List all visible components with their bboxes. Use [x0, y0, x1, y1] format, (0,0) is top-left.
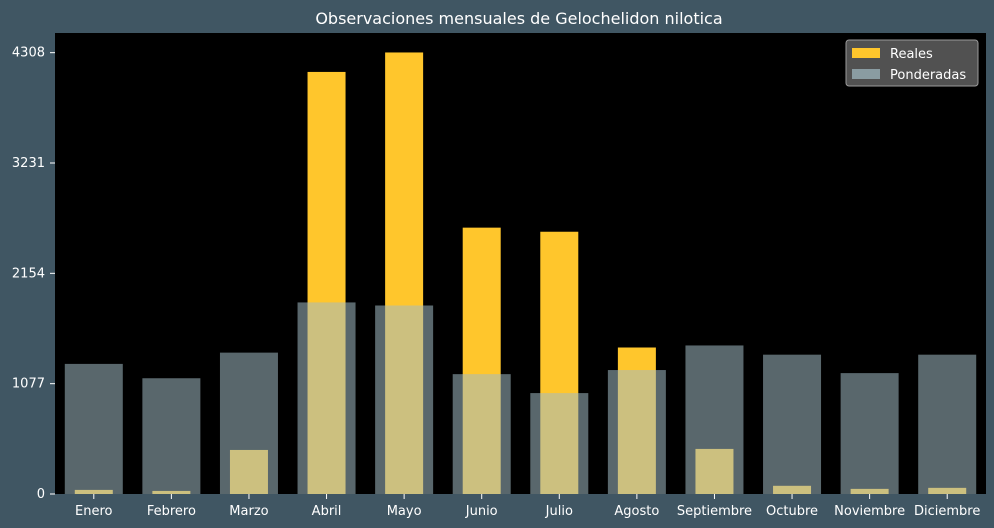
x-tick-label: Febrero	[147, 504, 196, 519]
bar-ponderadas	[219, 352, 278, 494]
legend-label: Ponderadas	[890, 68, 966, 83]
bar-ponderadas	[452, 374, 511, 494]
y-axis: 0 1077 2154 3231 4308	[12, 46, 55, 502]
x-tick-label: Enero	[75, 504, 113, 519]
x-tick-label: Abril	[312, 504, 342, 519]
plot-area	[55, 33, 986, 494]
x-tick-label: Julio	[545, 504, 573, 519]
y-tick-label: 3231	[12, 156, 45, 171]
legend-swatch	[852, 69, 880, 79]
x-tick-label: Octubre	[766, 504, 818, 519]
legend-label: Reales	[890, 47, 933, 62]
x-tick-label: Marzo	[229, 504, 268, 519]
legend: Reales Ponderadas	[845, 39, 979, 87]
x-tick-label: Agosto	[614, 504, 659, 519]
bar-ponderadas	[297, 302, 356, 494]
x-tick-label: Septiembre	[677, 504, 752, 519]
y-tick-label: 1077	[12, 377, 45, 392]
bar-ponderadas	[840, 373, 899, 494]
y-tick-label: 0	[37, 487, 45, 502]
bar-ponderadas	[685, 345, 744, 494]
bar-ponderadas	[64, 363, 123, 494]
x-tick-label: Noviembre	[834, 504, 905, 519]
bar-ponderadas	[142, 378, 201, 494]
y-tick-label: 4308	[12, 46, 45, 61]
y-tick-label: 2154	[12, 266, 45, 281]
bar-ponderadas	[607, 370, 666, 494]
legend-swatch	[852, 48, 880, 58]
series-ponderadas	[64, 302, 977, 494]
x-axis: Enero Febrero Marzo Abril Mayo Junio Julio Agos…	[75, 494, 980, 519]
bar-ponderadas	[918, 354, 977, 494]
bar-ponderadas	[763, 354, 822, 494]
chart-title: Observaciones mensuales de Gelochelidon …	[315, 9, 722, 28]
bar-ponderadas	[375, 305, 434, 494]
x-tick-label: Mayo	[387, 504, 422, 519]
bar-ponderadas	[530, 393, 589, 494]
x-tick-label: Junio	[465, 504, 498, 519]
x-tick-label: Diciembre	[914, 504, 980, 519]
